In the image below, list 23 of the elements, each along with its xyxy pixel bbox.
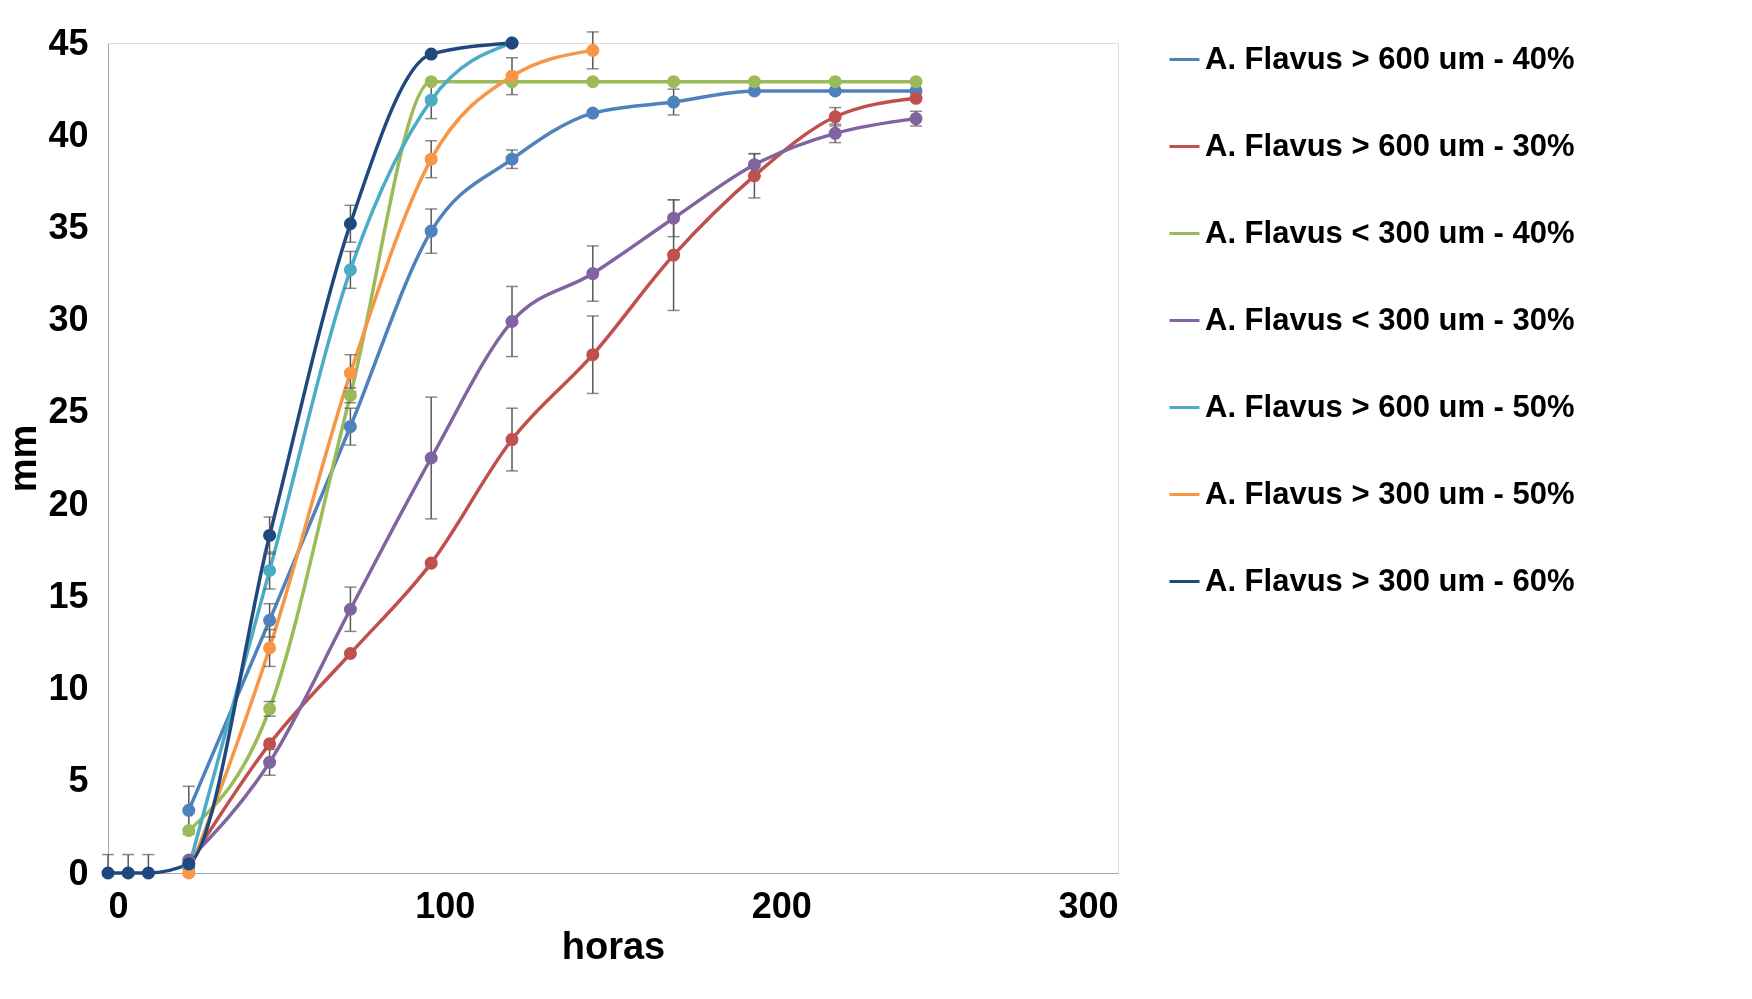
y-tick-label: 20 (48, 482, 89, 524)
x-tick-label: 100 (415, 884, 476, 926)
y-tick-label: 10 (48, 667, 89, 709)
y-tick-label: 35 (48, 205, 89, 247)
y-tick-label: 40 (48, 113, 89, 155)
y-tick-label: 25 (48, 390, 89, 432)
legend-label: A. Flavus > 300 um - 60% (1205, 562, 1575, 598)
y-tick-label: 0 (68, 851, 89, 893)
y-tick-label: 15 (48, 574, 89, 616)
y-tick-label: 5 (68, 759, 89, 801)
y-axis-title: mm (2, 424, 45, 493)
y-tick-label: 45 (48, 21, 89, 63)
x-tick-label: 300 (1058, 884, 1119, 926)
legend-label: A. Flavus > 600 um - 40% (1205, 40, 1575, 76)
legend-label: A. Flavus < 300 um - 40% (1205, 214, 1575, 250)
x-axis-title: horas (561, 924, 666, 967)
x-tick-label: 0 (108, 884, 129, 926)
x-tick-label: 200 (751, 884, 812, 926)
legend-label: A. Flavus > 600 um - 30% (1205, 127, 1575, 163)
legend-label: A. Flavus < 300 um - 30% (1205, 301, 1575, 337)
legend-label: A. Flavus > 300 um - 50% (1205, 475, 1575, 511)
legend-label: A. Flavus > 600 um - 50% (1205, 388, 1575, 424)
y-tick-label: 30 (48, 298, 89, 340)
